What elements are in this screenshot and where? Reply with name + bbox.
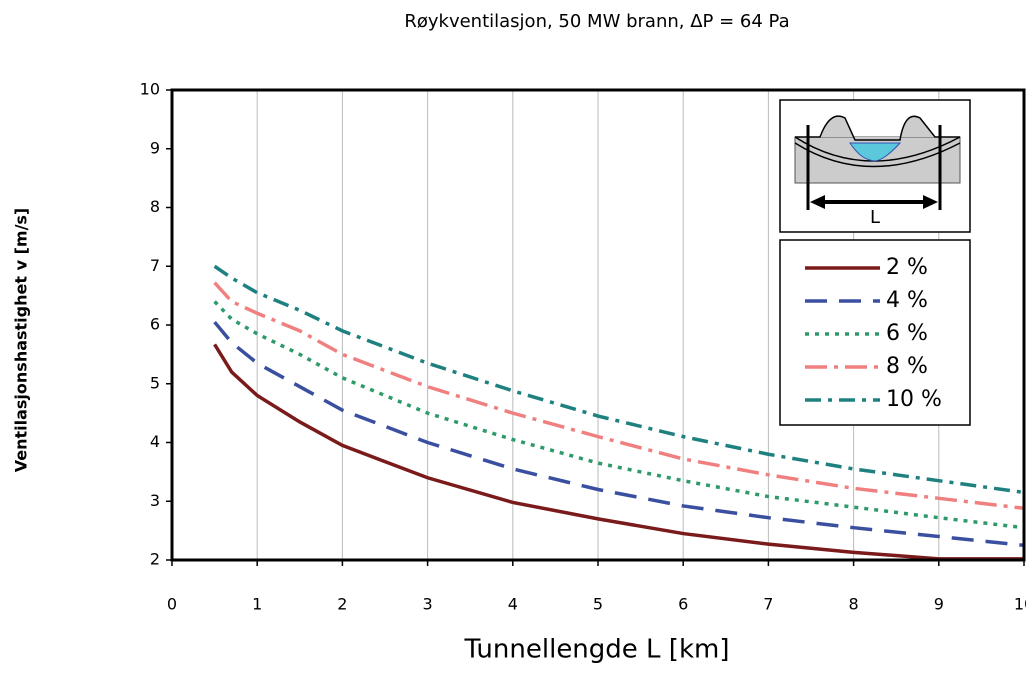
series-line (213, 343, 1024, 561)
inset-diagram: L (779, 99, 971, 233)
legend-label: 2 % (886, 255, 928, 280)
x-tick-label: 5 (593, 595, 603, 614)
plot-frame (170, 88, 1026, 562)
y-tick-label: 10 (140, 80, 160, 99)
y-axis-label: Ventilasjonshastighet v [m/s] (12, 208, 31, 473)
x-tick-label: 7 (763, 595, 773, 614)
y-tick-label: 5 (150, 373, 160, 392)
series-line (213, 320, 1025, 548)
legend-label: 4 % (886, 288, 928, 313)
x-tick-label: 9 (934, 595, 944, 614)
chart-title: Røykventilasjon, 50 MW brann, ΔP = 64 Pa (404, 11, 789, 32)
x-tick-label: 0 (167, 595, 177, 614)
x-tick-label: 3 (423, 595, 433, 614)
x-tick-label: 2 (337, 595, 347, 614)
x-tick-label: 4 (508, 595, 518, 614)
series-line (213, 300, 1025, 530)
x-tick-label: 6 (678, 595, 688, 614)
series-line (213, 281, 1025, 511)
x-tick-label: 1 (252, 595, 262, 614)
y-tick-label: 8 (150, 197, 160, 216)
legend-label: 10 % (886, 387, 942, 412)
y-tick-label: 9 (150, 138, 160, 157)
inset-label: L (870, 207, 880, 228)
y-tick-label: 3 (150, 491, 160, 510)
y-tick-label: 7 (150, 256, 160, 275)
y-tick-label: 6 (150, 315, 160, 334)
y-tick-label: 4 (150, 432, 160, 451)
x-axis-label: Tunnellengde L [km] (464, 635, 730, 665)
x-tick-label: 8 (849, 595, 859, 614)
legend-label: 8 % (886, 354, 928, 379)
x-tick-label: 10 (1014, 595, 1026, 614)
legend-label: 6 % (886, 321, 928, 346)
y-tick-label: 2 (150, 550, 160, 569)
